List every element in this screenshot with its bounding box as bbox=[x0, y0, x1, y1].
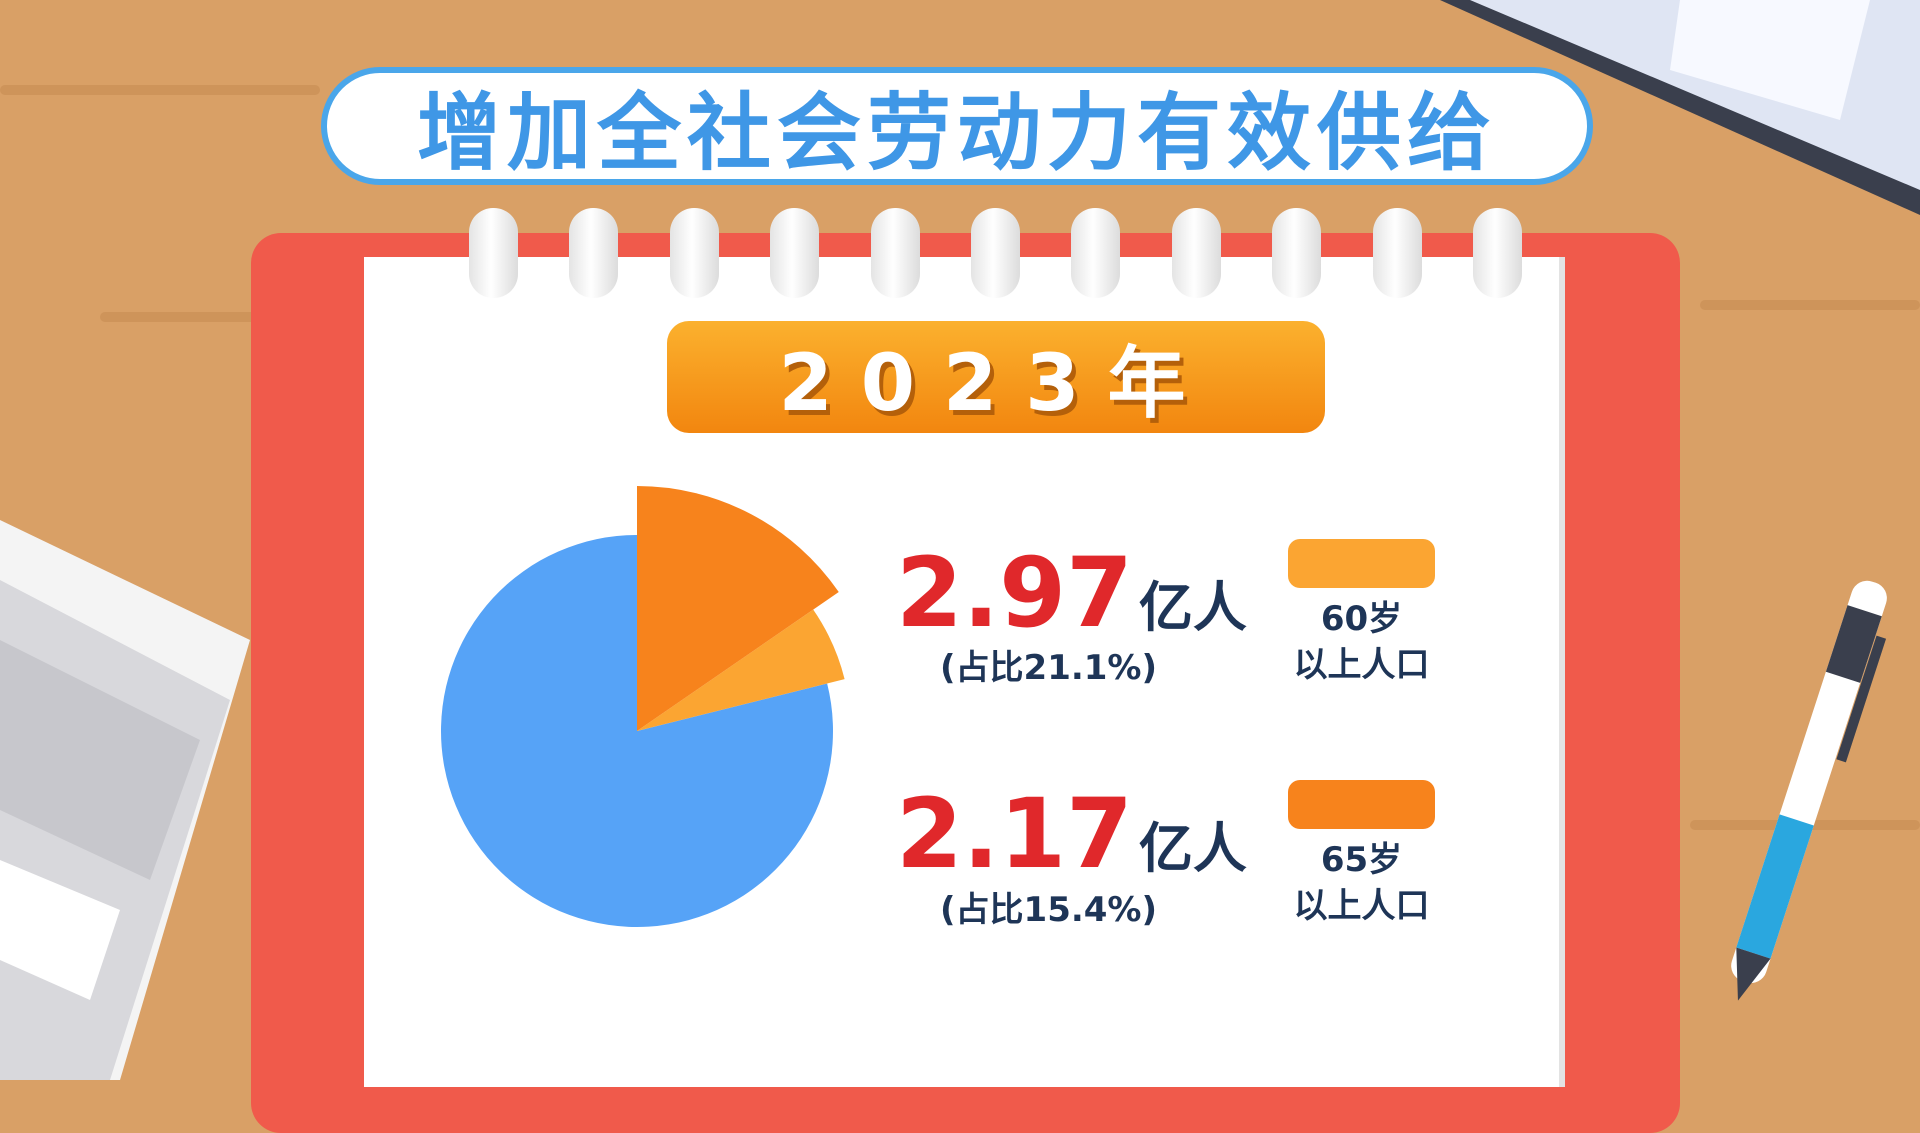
year-badge: 2023年 bbox=[667, 321, 1325, 433]
spiral-ring bbox=[669, 208, 719, 298]
legend-swatch-65plus bbox=[1288, 780, 1435, 829]
pen-illustration bbox=[1731, 580, 1887, 1001]
spiral-ring bbox=[1473, 208, 1522, 298]
value-number: 2.97 bbox=[896, 537, 1133, 649]
spiral-ring bbox=[870, 208, 920, 298]
spiral-ring bbox=[770, 208, 820, 298]
wood-grain bbox=[1700, 300, 1920, 310]
spiral-ring bbox=[1372, 208, 1422, 298]
pie-chart bbox=[441, 486, 845, 927]
spiral-ring bbox=[569, 208, 619, 298]
year-label: 2023年 bbox=[778, 339, 1214, 429]
pie-slice bbox=[637, 609, 845, 731]
legend-age-60: 60岁 bbox=[1320, 599, 1403, 639]
share-60plus: (占比21.1%) bbox=[940, 648, 1158, 688]
value-60plus: 2.97 亿人 bbox=[896, 545, 1247, 641]
value-unit: 亿人 bbox=[1138, 576, 1247, 639]
laptop-illustration bbox=[1440, 0, 1920, 215]
share-65plus: (占比15.4%) bbox=[940, 890, 1158, 930]
spiral-ring bbox=[1171, 208, 1221, 298]
legend-swatch-60plus bbox=[1288, 539, 1435, 588]
wood-grain bbox=[100, 312, 260, 322]
desk-props bbox=[0, 0, 1920, 1080]
spiral-ring bbox=[1071, 208, 1121, 298]
spiral-ring bbox=[1272, 208, 1322, 298]
spiral-ring bbox=[971, 208, 1020, 298]
legend-age-65: 65岁 bbox=[1320, 840, 1403, 880]
legend-text-65: 以上人口 bbox=[1293, 886, 1430, 926]
value-65plus: 2.17 亿人 bbox=[896, 786, 1247, 882]
legend-text-60: 以上人口 bbox=[1293, 645, 1430, 685]
value-number: 2.17 bbox=[896, 778, 1133, 890]
title-banner: 增加全社会劳动力有效供给 bbox=[321, 67, 1593, 185]
page-title: 增加全社会劳动力有效供给 bbox=[416, 83, 1497, 182]
papers-illustration bbox=[0, 520, 250, 1080]
pie-slice bbox=[637, 486, 839, 731]
value-unit: 亿人 bbox=[1138, 817, 1247, 880]
wood-grain bbox=[0, 85, 320, 95]
spiral-ring bbox=[469, 208, 518, 298]
